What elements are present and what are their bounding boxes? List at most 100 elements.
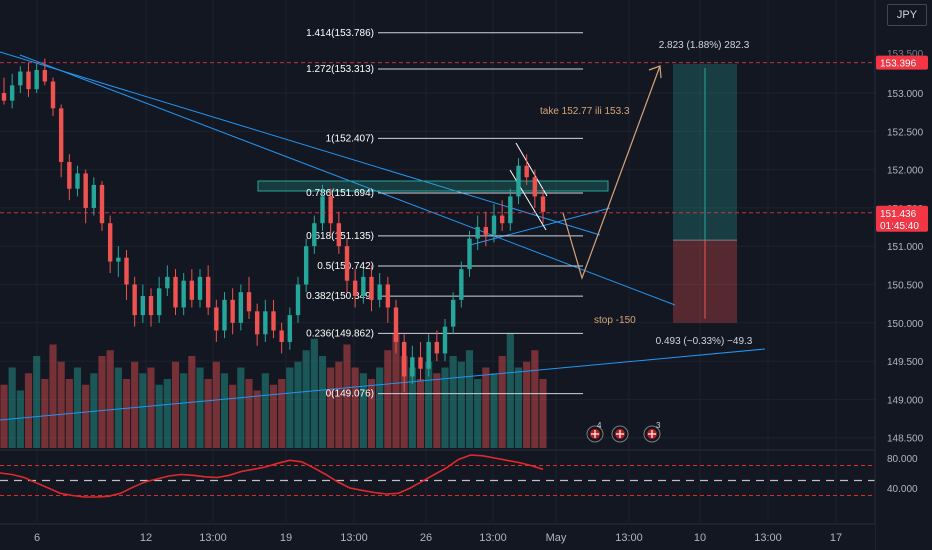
price-tick-label: 153.500 bbox=[887, 49, 924, 60]
candle-body bbox=[434, 341, 440, 354]
time-tick-label: 19 bbox=[280, 532, 292, 544]
candle-body bbox=[18, 71, 23, 86]
volume-bar bbox=[16, 390, 24, 448]
fib-level-label: 1.414(153.786) bbox=[306, 28, 374, 39]
volume-bar bbox=[278, 379, 286, 448]
long-position-tool[interactable]: 2.823 (1.88%) 282.3 0.493 (−0.33%) −49.3 bbox=[656, 40, 753, 347]
candle-body bbox=[9, 85, 15, 101]
price-tag-label: 153.396 bbox=[880, 59, 917, 70]
fib-level-label: 0.236(149.862) bbox=[306, 328, 374, 339]
candle-body bbox=[361, 276, 366, 296]
volume-bar bbox=[474, 379, 482, 448]
time-tick-label: 10 bbox=[694, 532, 706, 544]
price-tag-countdown: 01:45:40 bbox=[880, 221, 919, 232]
rsi-tick-label: 80.000 bbox=[887, 454, 918, 465]
volume-bar bbox=[106, 350, 114, 448]
candlestick-series[interactable] bbox=[1, 58, 546, 392]
candle-body bbox=[532, 177, 538, 197]
candle-body bbox=[181, 280, 186, 308]
volume-bar bbox=[237, 367, 245, 448]
volume-bar bbox=[269, 384, 278, 448]
volume-bar bbox=[82, 384, 90, 448]
candle-body bbox=[524, 165, 529, 178]
candle-body bbox=[205, 276, 211, 308]
volume-bar bbox=[171, 361, 180, 448]
candle-body bbox=[385, 284, 391, 308]
candle-body bbox=[377, 284, 382, 300]
candle-body bbox=[540, 196, 546, 212]
volume-bar bbox=[163, 379, 171, 448]
candle-body bbox=[173, 276, 178, 308]
volume-bar bbox=[73, 367, 82, 448]
time-axis[interactable]: 6 12 13:00 19 13:00 26 13:00 May 13:00 10 13:00 17 bbox=[0, 523, 875, 550]
candle-body bbox=[393, 307, 399, 342]
rsi-line bbox=[0, 454, 544, 498]
candle-body bbox=[352, 280, 358, 296]
price-tick-label: 152.500 bbox=[887, 127, 924, 138]
candle-body bbox=[410, 357, 415, 377]
volume-bar bbox=[302, 350, 310, 448]
volume-bar bbox=[514, 367, 523, 448]
candle-body bbox=[328, 196, 333, 224]
price-tick-label: 153.000 bbox=[887, 89, 924, 100]
volume-bar bbox=[122, 379, 131, 448]
resistance-zone bbox=[257, 180, 609, 192]
candle-body bbox=[1, 93, 7, 101]
time-axis-bg bbox=[0, 524, 875, 550]
rsi-tick-label: 40.000 bbox=[887, 484, 918, 495]
volume-bar bbox=[441, 367, 449, 448]
trendline-support bbox=[0, 348, 766, 421]
candle-body bbox=[303, 246, 309, 285]
projection-path[interactable] bbox=[562, 65, 662, 280]
time-tick-label: May bbox=[546, 532, 567, 544]
time-tick-label: 13:00 bbox=[479, 532, 507, 544]
trendlines[interactable] bbox=[0, 51, 766, 421]
price-axis[interactable]: 15153.500153.000152.500152.000151.500151… bbox=[874, 0, 932, 550]
volume-bar bbox=[286, 367, 294, 448]
volume-bar bbox=[425, 361, 433, 448]
candle-body bbox=[254, 311, 260, 335]
volume-bar bbox=[384, 350, 392, 448]
volume-bars bbox=[0, 333, 547, 448]
candle-body bbox=[271, 311, 276, 331]
projection-zigzag bbox=[562, 65, 661, 280]
candle-body bbox=[483, 227, 489, 235]
candle-body bbox=[401, 341, 407, 377]
volume-bar bbox=[318, 356, 327, 448]
volume-bar bbox=[57, 361, 65, 448]
volume-bar bbox=[131, 361, 139, 448]
price-tick-label: 150.000 bbox=[887, 319, 924, 330]
stop-note: stop -150 bbox=[594, 315, 636, 326]
price-axis-bg bbox=[875, 0, 932, 550]
candle-body bbox=[418, 357, 423, 369]
candle-body bbox=[75, 173, 80, 189]
candle-body bbox=[442, 326, 448, 354]
volume-bar bbox=[310, 338, 318, 448]
price-tag-bg bbox=[876, 55, 928, 70]
candle-body bbox=[132, 284, 137, 316]
volume-bar bbox=[49, 344, 57, 448]
currency-label[interactable]: JPY bbox=[887, 4, 927, 26]
event-count: 3 bbox=[656, 421, 661, 430]
time-tick-label: 13:00 bbox=[340, 532, 368, 544]
candle-body bbox=[107, 223, 113, 262]
volume-bar bbox=[433, 373, 441, 448]
candle-body bbox=[336, 223, 342, 247]
flag-line-upper bbox=[515, 142, 548, 197]
price-tag-bg bbox=[876, 205, 928, 232]
time-tick-label: 13:00 bbox=[754, 532, 782, 544]
volume-bar bbox=[376, 367, 384, 448]
candle-body bbox=[214, 307, 219, 331]
price-tick-label: 151.000 bbox=[887, 242, 924, 253]
price-tick-label: 149.500 bbox=[887, 357, 924, 368]
volume-bar bbox=[335, 361, 343, 448]
price-tick-label: 148.500 bbox=[887, 434, 924, 445]
volume-bar bbox=[490, 373, 498, 448]
candle-body bbox=[230, 299, 235, 323]
volume-bar bbox=[367, 379, 376, 448]
volume-bar bbox=[465, 350, 474, 448]
volume-bar bbox=[343, 344, 351, 448]
